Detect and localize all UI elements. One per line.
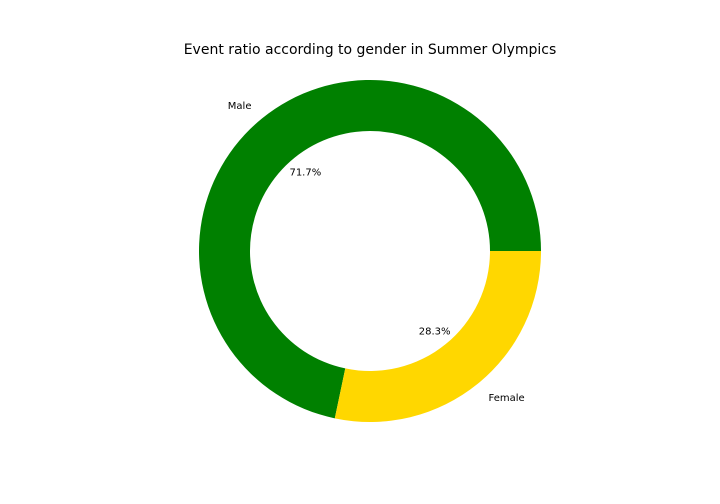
slice-male [199,80,542,419]
pct-label-female: 28.3% [419,327,451,338]
pct-label-male: 71.7% [289,167,321,178]
slice-female [334,251,541,423]
slice-label-male: Male [228,101,252,112]
chart-title: Event ratio according to gender in Summe… [184,42,557,58]
labels-group: Male 71.7% Female 28.3% [228,101,525,404]
slices-group [199,80,542,423]
slice-label-female: Female [489,393,525,404]
